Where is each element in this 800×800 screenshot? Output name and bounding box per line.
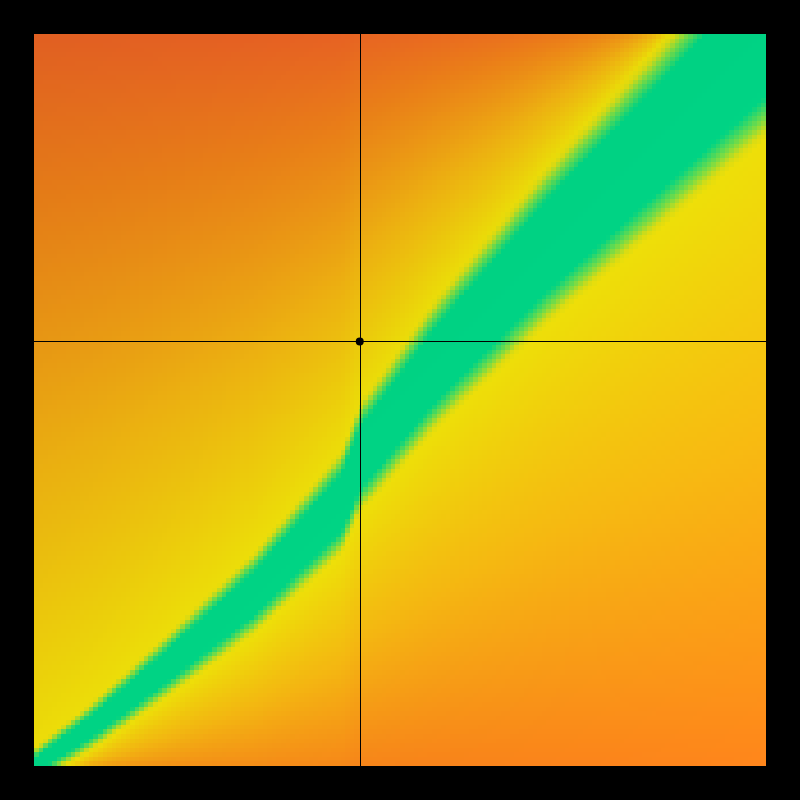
chart-outer: TheBottleneck.com	[0, 0, 800, 800]
heatmap-canvas	[0, 0, 800, 800]
